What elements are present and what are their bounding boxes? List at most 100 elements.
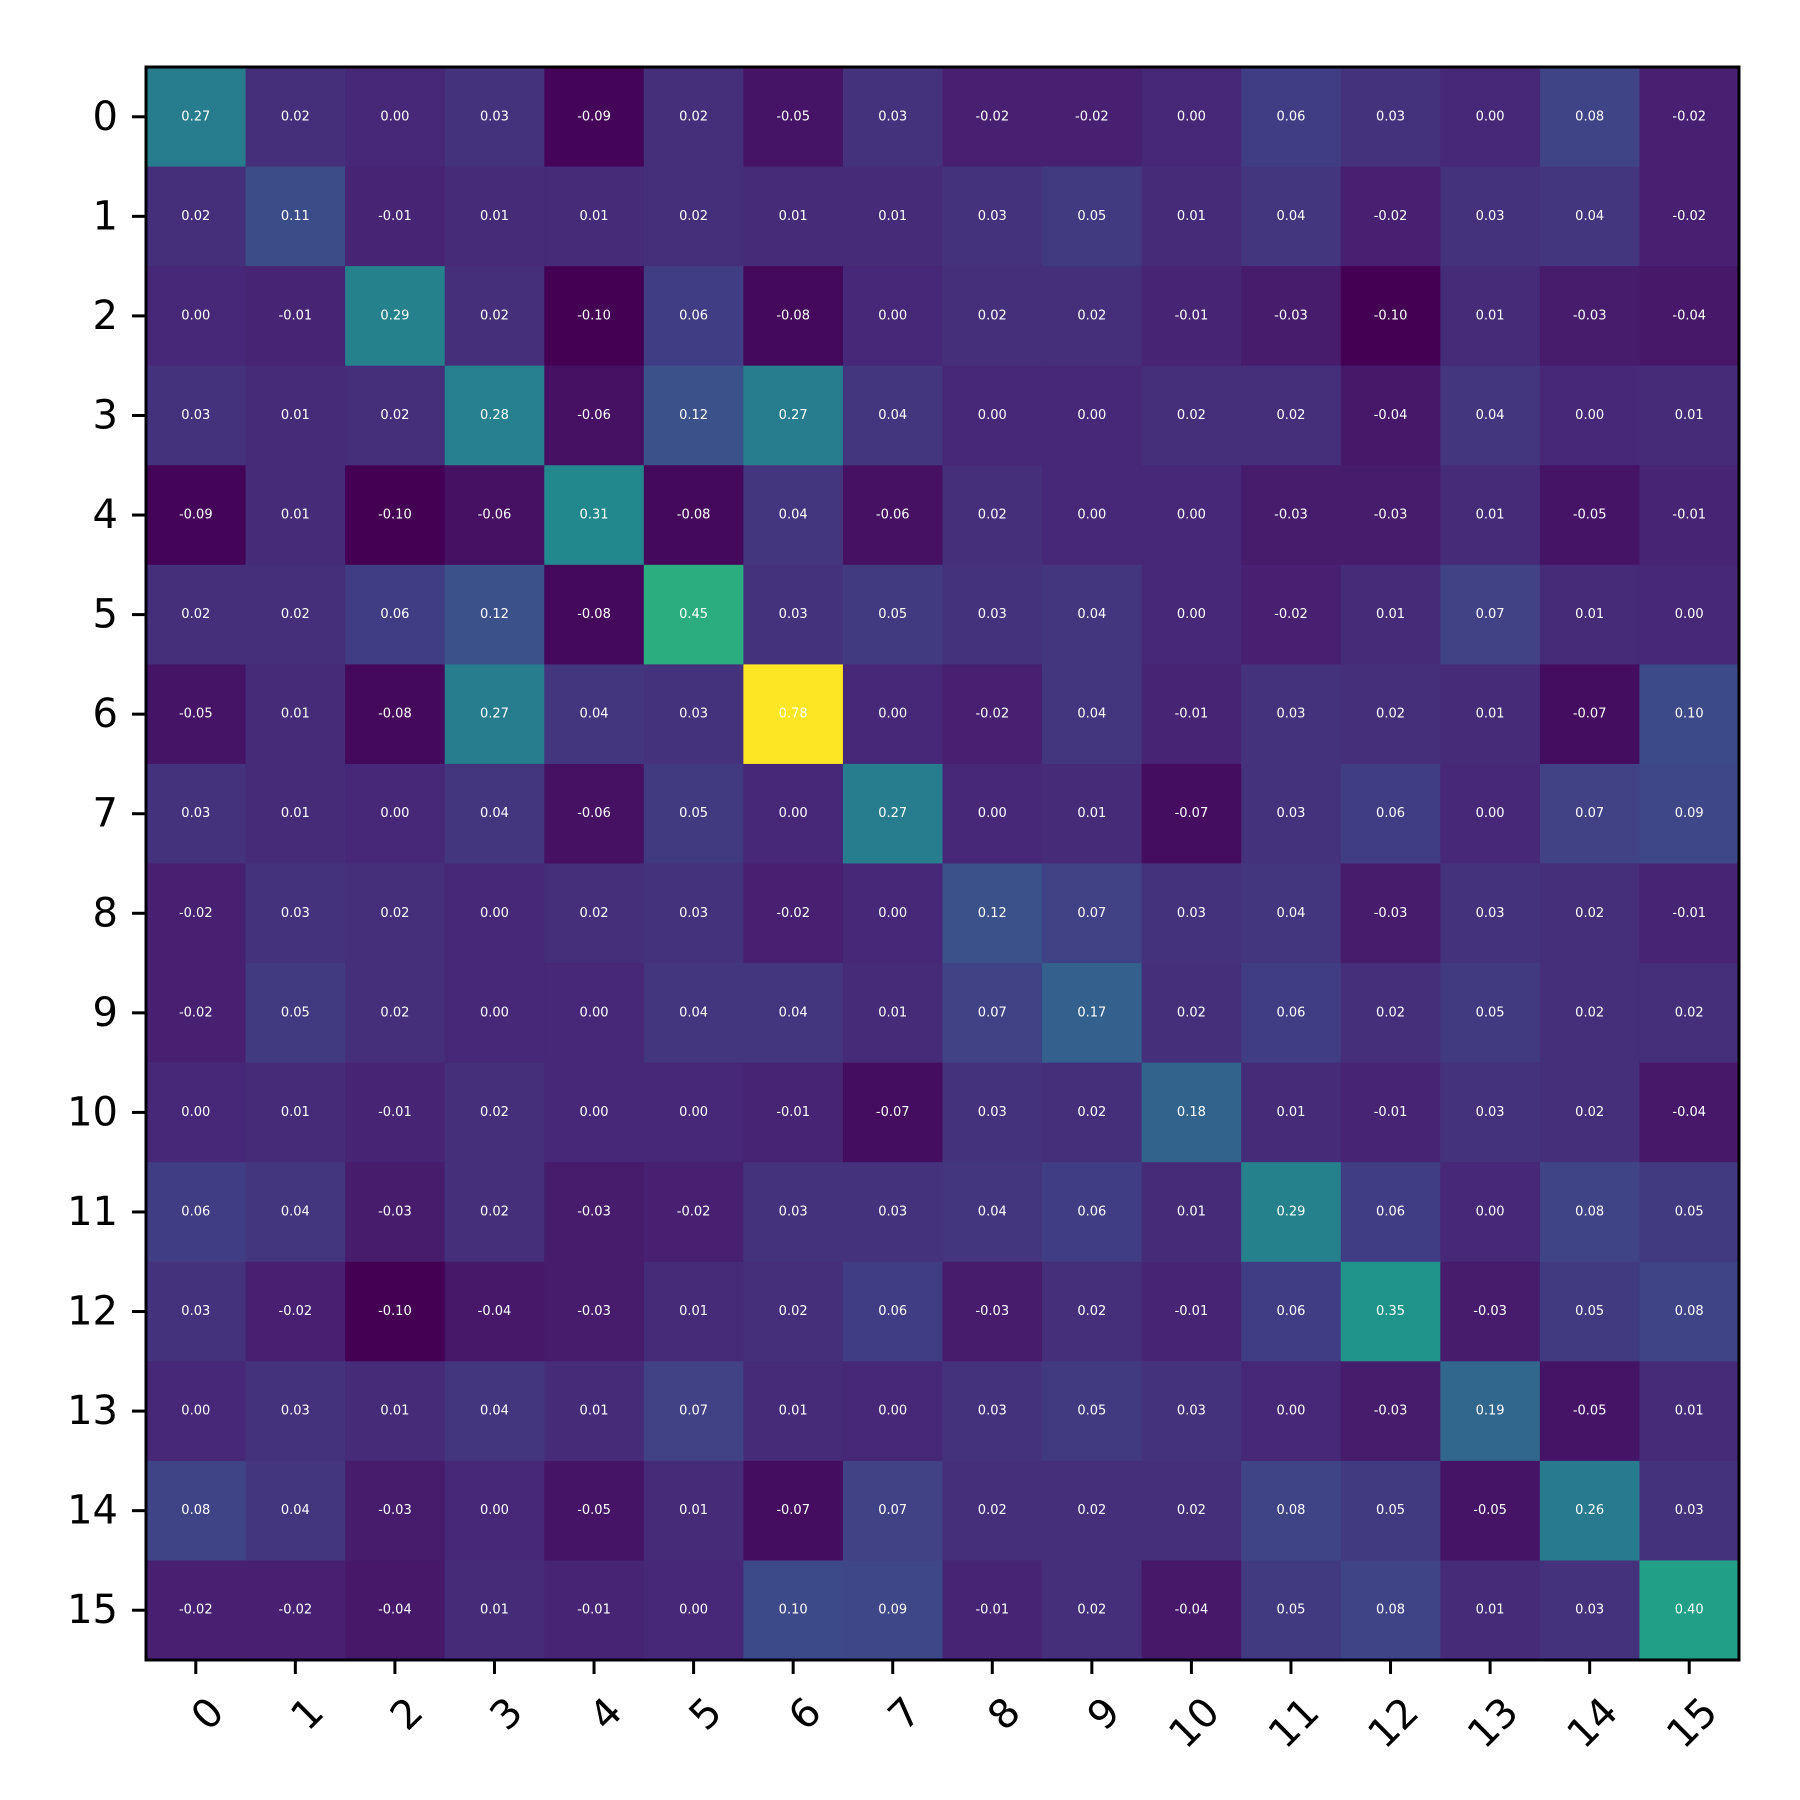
- heatmap-cell-r10-c4: [544, 1062, 645, 1163]
- cell-value-label-r0-c12: 0.03: [1376, 109, 1405, 124]
- heatmap-cell-r10-c10: [1141, 1062, 1242, 1163]
- cell-value-label-r3-c15: 0.01: [1675, 408, 1704, 423]
- cell-value-label-r0-c10: 0.00: [1177, 109, 1206, 124]
- heatmap-cell-r0-c2: [345, 67, 446, 168]
- cell-value-label-r12-c6: 0.02: [779, 1304, 808, 1319]
- y-tick-label-0: 0: [93, 94, 118, 140]
- heatmap-cell-r6-c7: [842, 664, 944, 765]
- heatmap-cell-r12-c11: [1241, 1261, 1342, 1362]
- heatmap-cell-r4-c7: [842, 465, 944, 566]
- y-tick-label-4: 4: [93, 492, 118, 538]
- cell-value-label-r12-c2: -0.10: [378, 1304, 412, 1319]
- heatmap-cell-r14-c8: [942, 1460, 1043, 1562]
- cell-value-label-r4-c15: -0.01: [1672, 508, 1706, 523]
- cell-value-label-r7-c3: 0.04: [480, 806, 509, 821]
- heatmap-cell-r7-c0: [146, 763, 247, 865]
- heatmap-cell-r13-c13: [1440, 1361, 1541, 1462]
- heatmap-cell-r6-c12: [1340, 664, 1441, 765]
- heatmap-cell-r4-c11: [1241, 465, 1342, 566]
- cell-value-label-r5-c10: 0.00: [1177, 607, 1206, 622]
- heatmap-cell-r5-c0: [146, 564, 247, 665]
- heatmap-cell-r9-c14: [1539, 963, 1641, 1064]
- cell-value-label-r10-c3: 0.02: [480, 1105, 509, 1120]
- cell-value-label-r5-c5: 0.45: [679, 607, 708, 622]
- heatmap-cell-r15-c10: [1141, 1560, 1242, 1661]
- cell-value-label-r15-c13: 0.01: [1476, 1603, 1505, 1618]
- cell-value-label-r5-c12: 0.01: [1376, 607, 1405, 622]
- cell-value-label-r15-c15: 0.40: [1675, 1603, 1704, 1618]
- heatmap-cell-r15-c14: [1539, 1560, 1641, 1661]
- heatmap-cell-r13-c11: [1241, 1361, 1342, 1462]
- cell-value-label-r6-c6: 0.78: [779, 707, 808, 722]
- heatmap-cell-r5-c10: [1141, 564, 1242, 665]
- heatmap-cell-r3-c2: [345, 365, 446, 466]
- cell-value-label-r13-c9: 0.05: [1077, 1404, 1106, 1419]
- heatmap-cell-r2-c9: [1042, 266, 1143, 367]
- heatmap-cell-r5-c5: [643, 564, 744, 665]
- cell-value-label-r5-c1: 0.02: [281, 607, 310, 622]
- cell-value-label-r4-c3: -0.06: [478, 508, 512, 523]
- cell-value-label-r2-c10: -0.01: [1175, 308, 1209, 323]
- heatmap-cell-r11-c0: [146, 1162, 247, 1263]
- cell-value-label-r11-c7: 0.03: [878, 1204, 907, 1219]
- cell-value-label-r5-c2: 0.06: [380, 607, 409, 622]
- cell-value-label-r9-c1: 0.05: [281, 1005, 310, 1020]
- heatmap-cell-r1-c4: [544, 166, 645, 267]
- heatmap-cell-r1-c11: [1241, 166, 1342, 267]
- heatmap-cell-r0-c12: [1340, 67, 1441, 168]
- cell-value-label-r7-c15: 0.09: [1675, 806, 1704, 821]
- cell-value-label-r7-c0: 0.03: [181, 806, 210, 821]
- heatmap-cell-r9-c9: [1042, 963, 1143, 1064]
- heatmap-cell-r6-c1: [245, 664, 346, 765]
- heatmap-cell-r15-c13: [1440, 1560, 1541, 1661]
- cell-value-label-r8-c8: 0.12: [978, 906, 1007, 921]
- cell-value-label-r12-c8: -0.03: [975, 1304, 1009, 1319]
- heatmap-cell-r7-c13: [1440, 763, 1541, 865]
- heatmap-cell-r2-c11: [1241, 266, 1342, 367]
- cell-value-label-r8-c6: -0.02: [776, 906, 810, 921]
- cell-value-label-r11-c0: 0.06: [181, 1204, 210, 1219]
- heatmap-cell-r14-c14: [1539, 1460, 1641, 1562]
- heatmap-cell-r15-c3: [444, 1560, 545, 1661]
- heatmap-cell-r15-c0: [146, 1560, 247, 1661]
- cell-value-label-r12-c0: 0.03: [181, 1304, 210, 1319]
- heatmap-cell-r14-c1: [245, 1460, 346, 1562]
- heatmap-cell-r5-c4: [544, 564, 645, 665]
- cell-value-label-r5-c9: 0.04: [1077, 607, 1106, 622]
- cell-value-label-r4-c1: 0.01: [281, 508, 310, 523]
- heatmap-cell-r2-c10: [1141, 266, 1242, 367]
- heatmap-cell-r4-c5: [643, 465, 744, 566]
- heatmap-cell-r13-c4: [544, 1361, 645, 1462]
- heatmap-cell-r1-c13: [1440, 166, 1541, 267]
- cell-value-label-r6-c10: -0.01: [1175, 707, 1209, 722]
- heatmap-cell-r1-c7: [842, 166, 944, 267]
- heatmap-cell-r0-c15: [1639, 67, 1740, 168]
- cell-value-label-r6-c1: 0.01: [281, 707, 310, 722]
- cell-value-label-r15-c7: 0.09: [878, 1603, 907, 1618]
- cell-value-label-r15-c8: -0.01: [975, 1603, 1009, 1618]
- heatmap-cell-r11-c11: [1241, 1162, 1342, 1263]
- y-tick-label-7: 7: [93, 791, 118, 837]
- heatmap-cell-r11-c8: [942, 1162, 1043, 1263]
- heatmap-cell-r13-c3: [444, 1361, 545, 1462]
- heatmap-cell-r15-c4: [544, 1560, 645, 1661]
- heatmap-cell-r4-c12: [1340, 465, 1441, 566]
- heatmap-cell-r5-c12: [1340, 564, 1441, 665]
- heatmap-cell-r3-c9: [1042, 365, 1143, 466]
- y-tick-label-11: 11: [67, 1189, 118, 1235]
- cell-value-label-r8-c10: 0.03: [1177, 906, 1206, 921]
- cell-value-label-r9-c4: 0.00: [580, 1005, 609, 1020]
- heatmap-cell-r8-c4: [544, 863, 645, 964]
- heatmap-cell-r9-c5: [643, 963, 744, 1064]
- cell-value-label-r14-c10: 0.02: [1177, 1503, 1206, 1518]
- heatmap-cell-r7-c15: [1639, 763, 1740, 865]
- heatmap-cell-r12-c0: [146, 1261, 247, 1362]
- cell-value-label-r10-c10: 0.18: [1177, 1105, 1206, 1120]
- heatmap-cell-r14-c11: [1241, 1460, 1342, 1562]
- heatmap-cell-r8-c6: [743, 863, 844, 964]
- cell-value-label-r14-c7: 0.07: [878, 1503, 907, 1518]
- cell-value-label-r2-c5: 0.06: [679, 308, 708, 323]
- heatmap-cell-r8-c15: [1639, 863, 1740, 964]
- cell-value-label-r10-c0: 0.00: [181, 1105, 210, 1120]
